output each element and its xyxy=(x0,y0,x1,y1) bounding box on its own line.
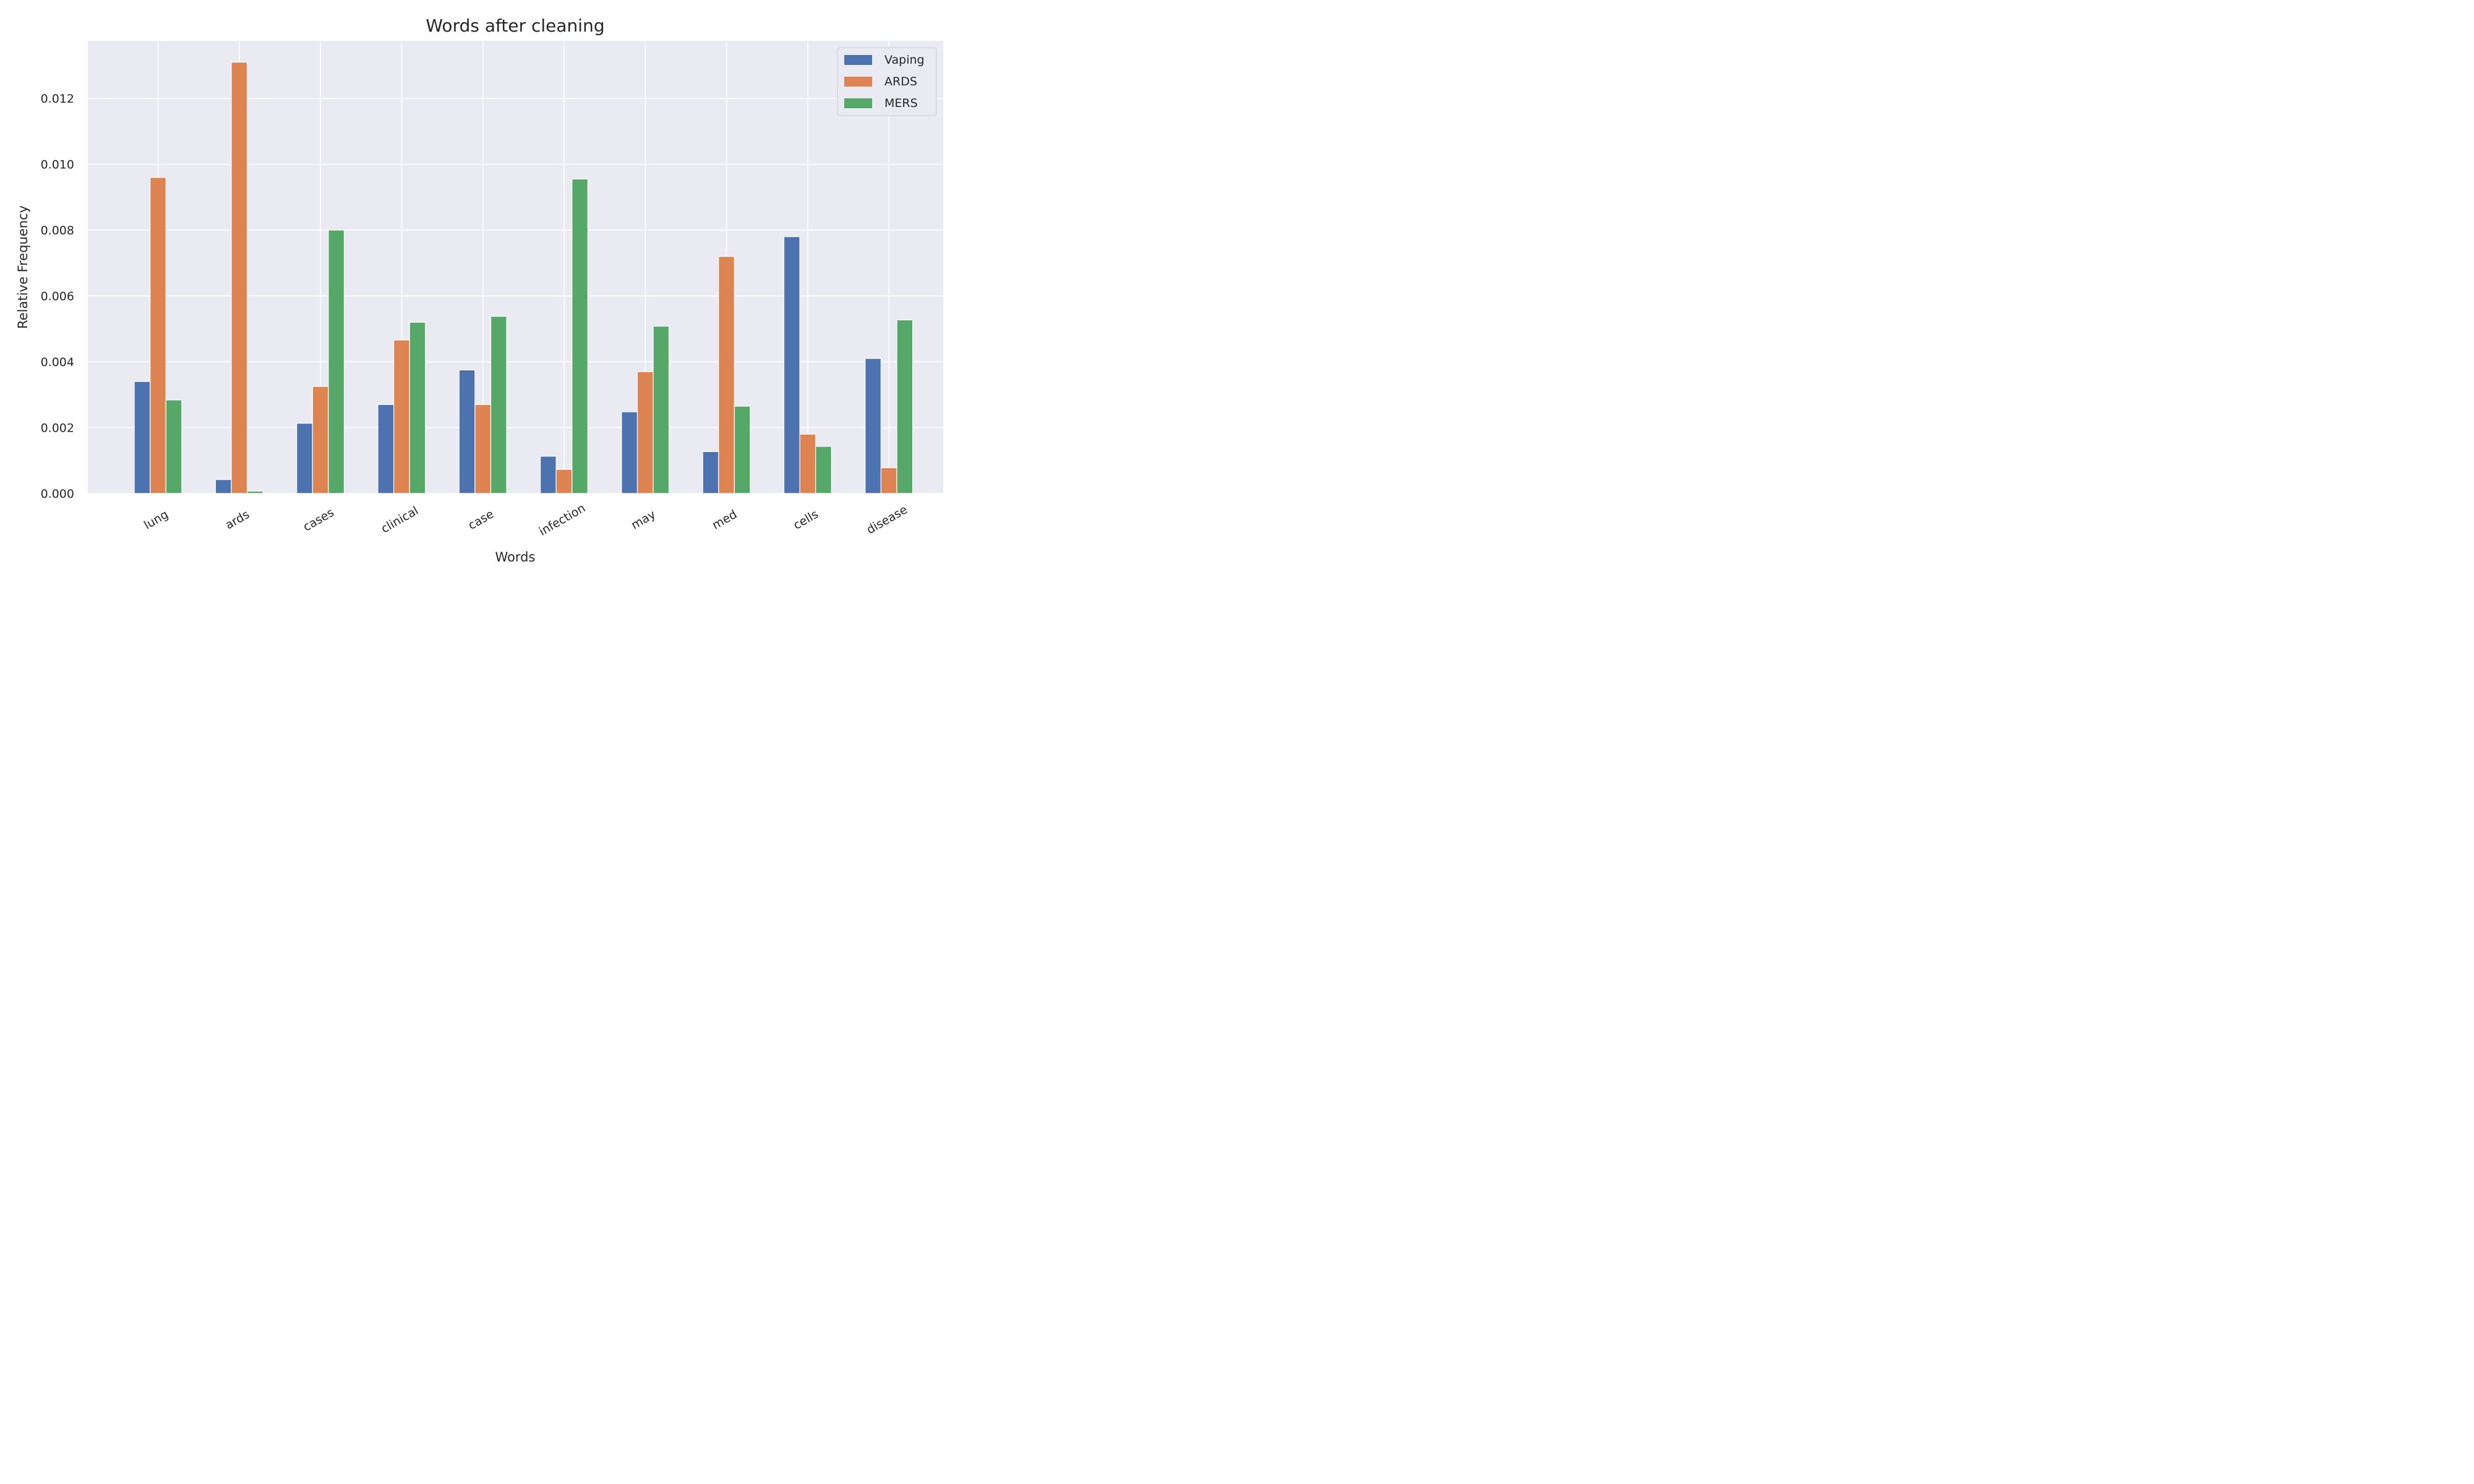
bar-ards-case xyxy=(474,404,492,494)
bar-mers-case xyxy=(490,315,507,494)
legend-swatch-ards xyxy=(844,77,872,87)
legend-swatch-mers xyxy=(844,98,872,108)
x-tick-label: infection xyxy=(537,501,588,539)
y-axis-title: Relative Frequency xyxy=(15,205,30,329)
bar-chart: 0.000 0.002 0.004 0.006 0.008 0.010 0.012 lung… xyxy=(15,15,943,565)
legend-label-vaping: Vaping xyxy=(884,53,925,67)
bar-mers-cases xyxy=(328,229,345,494)
bar-vaping-med xyxy=(702,451,719,494)
x-tick-label: cases xyxy=(301,506,336,534)
bar-vaping-case xyxy=(458,369,476,494)
bar-mers-infection xyxy=(571,178,588,494)
bar-vaping-ards xyxy=(215,479,232,494)
x-tick-label: cells xyxy=(791,508,821,532)
y-axis-ticks: 0.000 0.002 0.004 0.006 0.008 0.010 0.012 xyxy=(41,92,74,501)
bar-ards-infection xyxy=(555,469,573,494)
bar-ards-disease xyxy=(880,467,897,494)
legend-label-ards: ARDS xyxy=(884,75,917,88)
y-tick-label: 0.000 xyxy=(41,487,74,501)
x-axis-ticks: lung ards cases clinical case infection may med… xyxy=(142,501,910,539)
bar-ards-med xyxy=(718,256,735,494)
y-tick-label: 0.004 xyxy=(41,356,74,369)
legend-label-mers: MERS xyxy=(884,96,918,110)
y-tick-label: 0.008 xyxy=(41,224,74,237)
bars xyxy=(134,62,914,494)
x-tick-label: clinical xyxy=(379,504,421,536)
bar-mers-med xyxy=(734,406,751,494)
x-tick-label: ards xyxy=(223,508,252,532)
bar-ards-clinical xyxy=(393,339,410,494)
bar-vaping-lung xyxy=(134,381,151,494)
plot-area xyxy=(88,41,943,493)
x-tick-label: disease xyxy=(864,503,910,537)
bar-vaping-cases xyxy=(296,423,313,494)
y-tick-label: 0.002 xyxy=(41,422,74,435)
x-tick-label: case xyxy=(466,507,496,532)
x-tick-label: lung xyxy=(142,508,171,532)
legend-swatch-vaping xyxy=(844,55,872,65)
bar-vaping-may xyxy=(621,411,638,494)
bar-ards-may xyxy=(636,371,654,494)
bar-mers-ards xyxy=(247,490,263,494)
bar-vaping-infection xyxy=(539,456,557,494)
y-tick-label: 0.006 xyxy=(41,290,74,304)
bar-vaping-cells xyxy=(783,236,800,494)
bar-vaping-clinical xyxy=(377,404,395,494)
bar-ards-cells xyxy=(799,433,816,494)
bar-mers-lung xyxy=(165,399,182,494)
bar-ards-cases xyxy=(312,386,329,494)
bar-mers-clinical xyxy=(409,322,426,494)
bar-mers-cells xyxy=(815,446,832,494)
bar-mers-may xyxy=(653,325,670,494)
legend: Vaping ARDS MERS xyxy=(837,47,937,116)
bar-mers-disease xyxy=(896,319,914,494)
bar-vaping-disease xyxy=(865,358,882,494)
x-tick-label: med xyxy=(710,508,740,532)
x-axis-title: Words xyxy=(495,550,536,565)
bar-ards-lung xyxy=(150,177,166,494)
x-tick-label: may xyxy=(629,508,658,532)
y-tick-label: 0.012 xyxy=(41,92,74,106)
bar-ards-ards xyxy=(231,62,248,494)
chart-title: Words after cleaning xyxy=(426,15,604,36)
y-tick-label: 0.010 xyxy=(41,158,74,172)
